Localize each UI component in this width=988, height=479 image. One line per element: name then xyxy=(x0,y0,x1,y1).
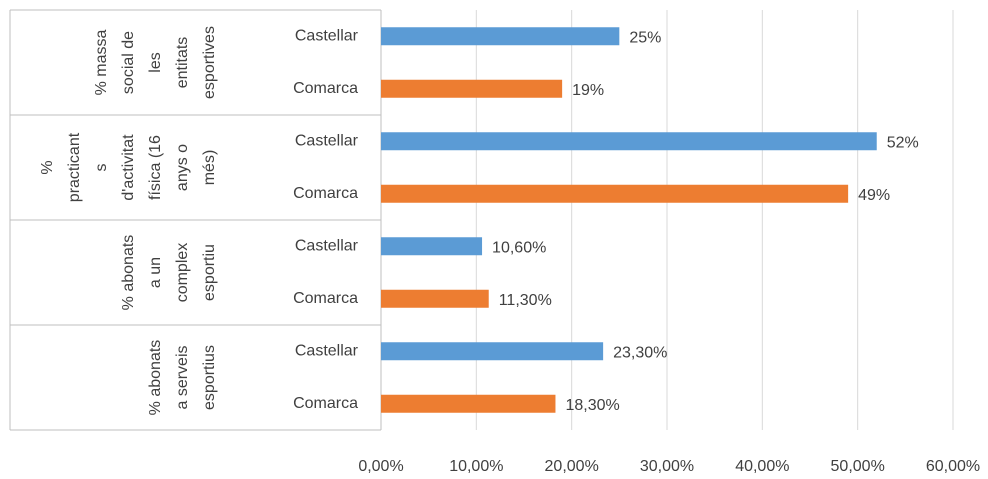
data-label: 19% xyxy=(572,82,604,99)
group-label: social de xyxy=(120,31,137,94)
group-label: % abonats xyxy=(120,235,137,311)
bar xyxy=(381,342,604,361)
data-label: 52% xyxy=(887,134,919,151)
category-label: Castellar xyxy=(295,132,359,149)
group-label: física (16 xyxy=(147,135,164,200)
category-label: Comarca xyxy=(293,290,358,307)
group-label: entitats xyxy=(174,37,191,89)
data-label: 10,60% xyxy=(492,239,546,256)
group-label: complex xyxy=(174,243,191,303)
data-label: 18,30% xyxy=(565,397,619,414)
bar xyxy=(381,394,556,413)
group-label: a serveis xyxy=(174,345,191,409)
group-label: practicant xyxy=(66,132,83,202)
data-label: 11,30% xyxy=(499,292,552,309)
group-label: esportiu xyxy=(201,244,218,301)
group-label: d'activitat xyxy=(120,134,137,201)
x-tick-label: 50,00% xyxy=(831,458,885,475)
group-label: anys o xyxy=(174,144,191,191)
category-label: Comarca xyxy=(293,395,358,412)
bar xyxy=(381,132,877,151)
x-tick-label: 40,00% xyxy=(735,458,789,475)
data-label: 49% xyxy=(858,187,890,204)
group-label: esportius xyxy=(201,345,218,410)
data-label: 25% xyxy=(629,29,661,46)
category-label: Castellar xyxy=(295,27,359,44)
bar xyxy=(381,237,483,256)
group-label: més) xyxy=(201,150,218,186)
category-label: Comarca xyxy=(293,80,358,97)
category-label: Comarca xyxy=(293,185,358,202)
bar xyxy=(381,79,563,98)
category-label: Castellar xyxy=(295,237,359,254)
bar xyxy=(381,27,620,46)
x-tick-label: 0,00% xyxy=(358,458,403,475)
group-label: a un xyxy=(147,257,164,288)
bar xyxy=(381,289,489,308)
group-label: % xyxy=(39,160,56,174)
group-label: esportives xyxy=(201,26,218,99)
group-label: % abonats xyxy=(147,340,164,416)
data-label: 23,30% xyxy=(613,344,667,361)
group-label: s xyxy=(93,164,110,172)
x-tick-label: 30,00% xyxy=(640,458,694,475)
bar xyxy=(381,184,849,203)
group-label: % massa xyxy=(93,30,110,96)
group-label: les xyxy=(147,52,164,72)
x-tick-label: 60,00% xyxy=(926,458,980,475)
x-tick-label: 10,00% xyxy=(449,458,503,475)
category-label: Castellar xyxy=(295,342,359,359)
x-tick-label: 20,00% xyxy=(545,458,599,475)
